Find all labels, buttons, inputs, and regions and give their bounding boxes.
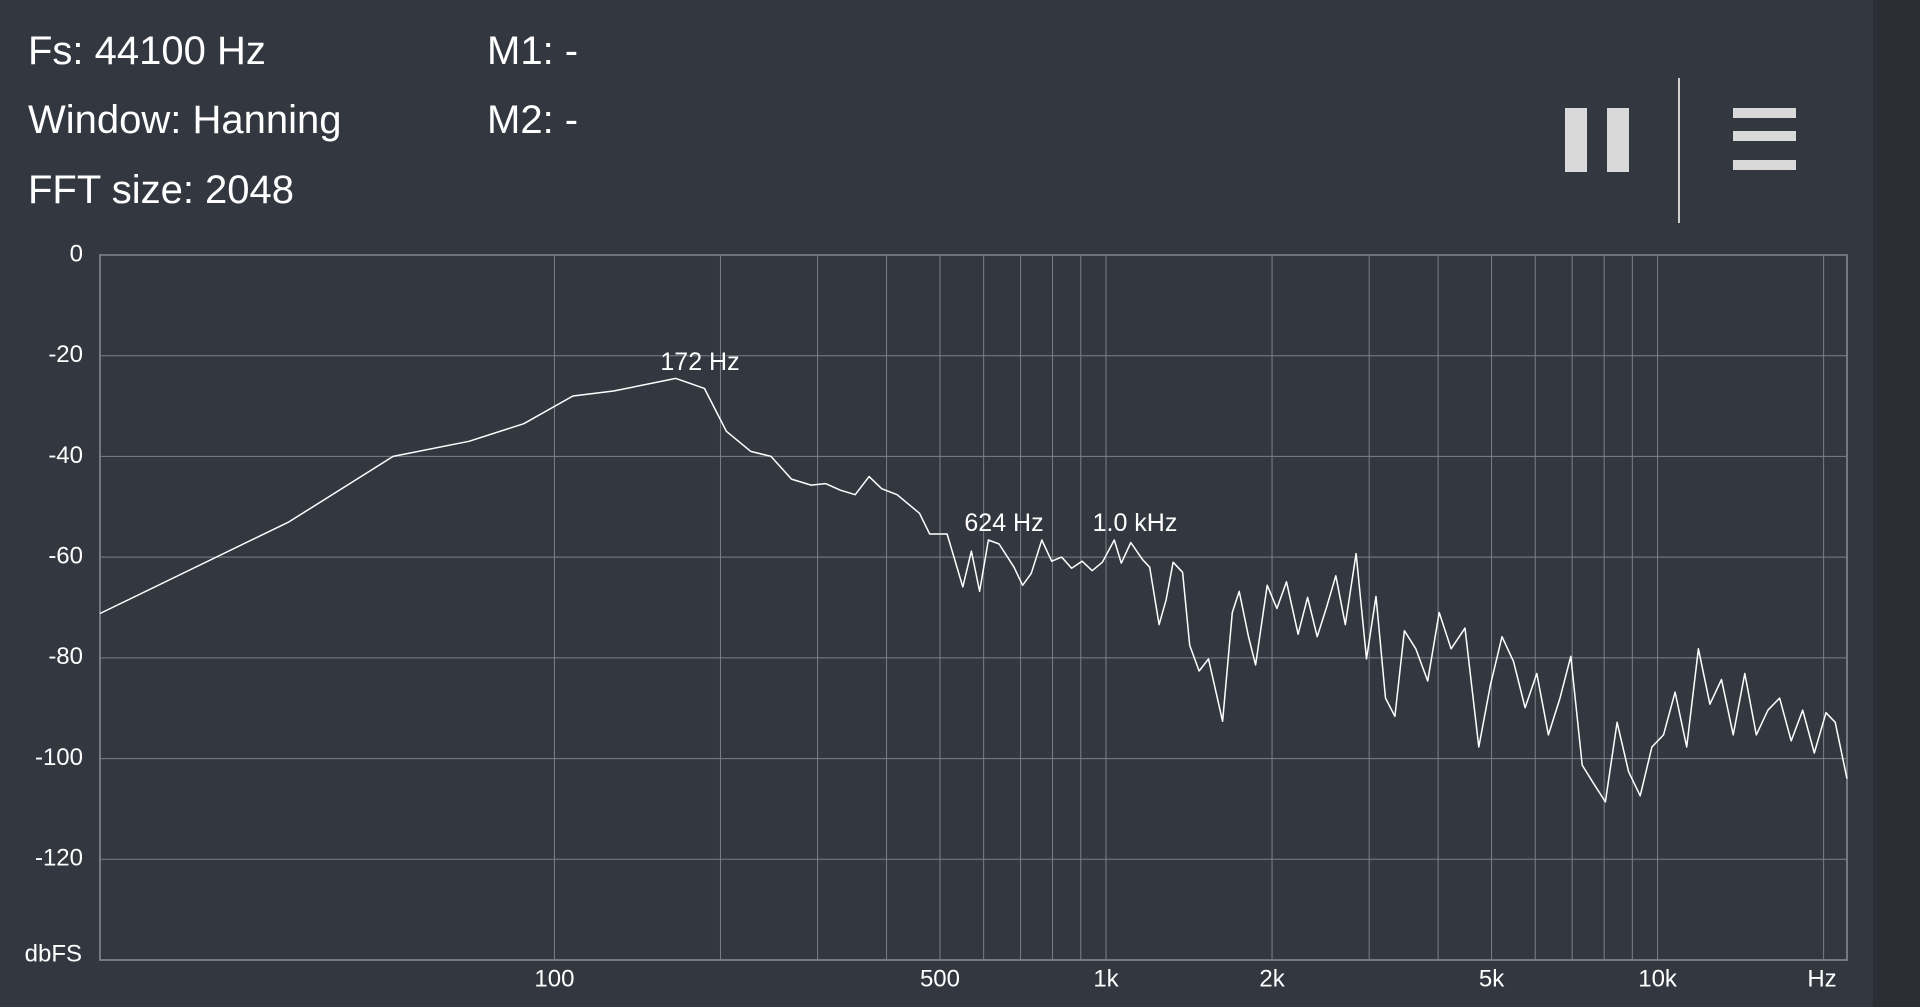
sample-rate: Fs: 44100 Hz — [28, 29, 266, 73]
pause-bar — [1565, 108, 1587, 172]
menu-button[interactable] — [1728, 104, 1802, 176]
side-strip — [1873, 0, 1920, 1007]
peak-label: 624 Hz — [964, 509, 1043, 537]
window-type: Window: Hanning — [28, 98, 342, 142]
y-tick-label: -40 — [48, 442, 83, 469]
x-tick-label: 1k — [1093, 965, 1119, 992]
x-tick-label: 5k — [1479, 965, 1505, 992]
marker-2: M2: - — [487, 98, 578, 142]
plot-frame — [99, 254, 1848, 961]
menu-line — [1733, 131, 1796, 141]
y-tick-label: -80 — [48, 643, 83, 670]
x-axis-unit: Hz — [1807, 965, 1836, 992]
peak-label: 172 Hz — [660, 348, 739, 376]
y-tick-label: -60 — [48, 542, 83, 569]
y-axis-unit: dbFS — [25, 940, 82, 967]
y-tick-label: -100 — [35, 744, 83, 771]
fft-size: FFT size: 2048 — [28, 168, 294, 212]
x-tick-label: 2k — [1259, 965, 1285, 992]
pause-button[interactable] — [1562, 104, 1638, 176]
y-tick-label: 0 — [70, 240, 83, 267]
x-tick-label: 10k — [1638, 965, 1678, 992]
menu-line — [1733, 108, 1796, 118]
spectrum-line — [99, 377, 1848, 803]
menu-line — [1733, 160, 1796, 170]
y-tick-label: -120 — [35, 845, 83, 872]
x-tick-label: 500 — [920, 965, 960, 992]
pause-bar — [1607, 108, 1629, 172]
x-tick-label: 100 — [534, 965, 574, 992]
y-tick-label: -20 — [48, 341, 83, 368]
peak-label: 1.0 kHz — [1093, 509, 1178, 537]
marker-1: M1: - — [487, 29, 578, 73]
